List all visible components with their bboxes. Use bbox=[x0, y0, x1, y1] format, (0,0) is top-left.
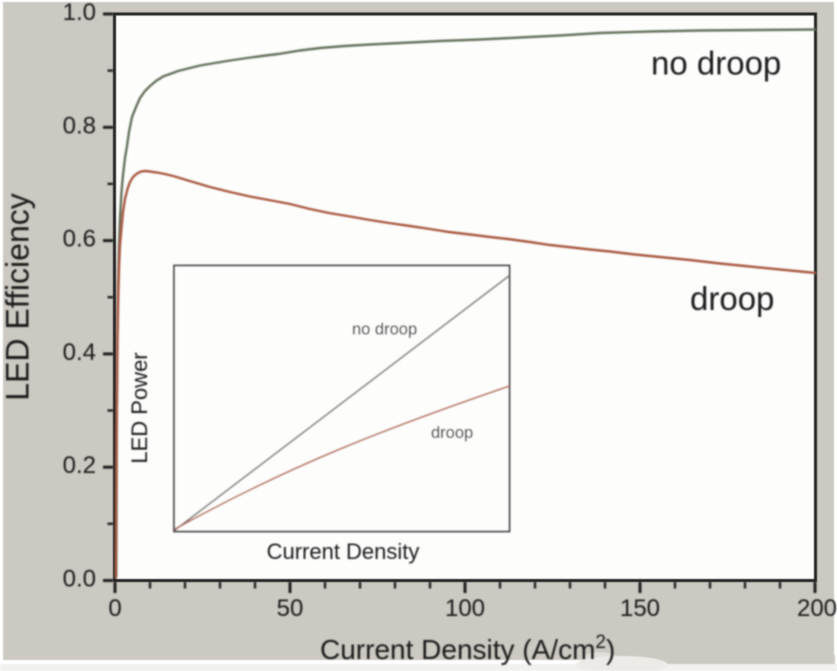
svg-text:droop: droop bbox=[690, 280, 774, 317]
svg-text:200: 200 bbox=[797, 595, 837, 622]
svg-text:50: 50 bbox=[277, 595, 304, 622]
svg-text:1.0: 1.0 bbox=[63, 0, 96, 26]
svg-text:no droop: no droop bbox=[651, 45, 781, 82]
svg-text:0.0: 0.0 bbox=[63, 566, 96, 593]
svg-text:droop: droop bbox=[431, 424, 473, 442]
svg-text:no droop: no droop bbox=[352, 321, 417, 339]
svg-text:0: 0 bbox=[108, 595, 121, 622]
svg-text:0.6: 0.6 bbox=[63, 226, 96, 253]
svg-text:0.8: 0.8 bbox=[63, 112, 96, 139]
svg-text:Current Density (A/cm2): Current Density (A/cm2) bbox=[320, 632, 615, 665]
svg-text:150: 150 bbox=[620, 595, 660, 622]
svg-text:0.2: 0.2 bbox=[63, 452, 96, 479]
svg-text:Current Density: Current Density bbox=[267, 539, 420, 564]
svg-text:LED Efficiency: LED Efficiency bbox=[0, 193, 36, 401]
svg-text:100: 100 bbox=[445, 595, 485, 622]
svg-text:LED Power: LED Power bbox=[127, 352, 152, 463]
svg-text:0.4: 0.4 bbox=[63, 339, 96, 366]
